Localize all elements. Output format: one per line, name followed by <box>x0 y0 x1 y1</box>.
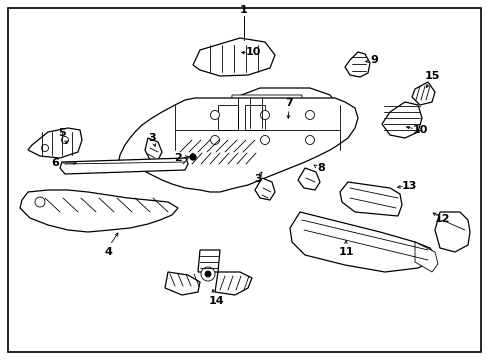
Circle shape <box>41 144 48 152</box>
Polygon shape <box>187 88 339 145</box>
Text: 13: 13 <box>401 181 416 191</box>
Polygon shape <box>414 242 437 272</box>
Text: 15: 15 <box>424 71 439 81</box>
Circle shape <box>305 111 314 120</box>
Text: 6: 6 <box>51 158 59 168</box>
Circle shape <box>204 271 210 277</box>
Text: 9: 9 <box>369 55 377 65</box>
Polygon shape <box>381 102 421 138</box>
Polygon shape <box>118 98 357 192</box>
Text: 3: 3 <box>254 174 261 184</box>
Circle shape <box>305 135 314 144</box>
Circle shape <box>61 136 68 144</box>
Circle shape <box>210 111 219 120</box>
Circle shape <box>275 96 284 104</box>
Circle shape <box>260 111 269 120</box>
Polygon shape <box>434 212 469 252</box>
Text: 12: 12 <box>433 214 449 224</box>
Polygon shape <box>254 178 274 200</box>
Polygon shape <box>215 272 251 295</box>
Circle shape <box>305 104 313 112</box>
Polygon shape <box>60 158 187 174</box>
Circle shape <box>190 154 196 160</box>
Polygon shape <box>411 82 434 105</box>
Polygon shape <box>289 212 434 272</box>
Polygon shape <box>28 128 82 158</box>
Polygon shape <box>229 95 302 132</box>
Polygon shape <box>244 105 264 130</box>
Polygon shape <box>339 182 401 216</box>
Text: 2: 2 <box>174 153 182 163</box>
Circle shape <box>234 98 262 126</box>
Polygon shape <box>218 105 238 130</box>
Circle shape <box>260 135 269 144</box>
Text: 7: 7 <box>285 98 292 108</box>
Text: 8: 8 <box>317 163 324 173</box>
Circle shape <box>201 267 215 281</box>
Text: 5: 5 <box>58 128 66 138</box>
Circle shape <box>210 135 219 144</box>
Polygon shape <box>20 190 178 232</box>
Text: 3: 3 <box>148 133 156 143</box>
Polygon shape <box>198 250 220 272</box>
Polygon shape <box>297 168 319 190</box>
Circle shape <box>315 116 324 124</box>
Polygon shape <box>193 38 274 76</box>
Text: 11: 11 <box>338 247 353 257</box>
Text: 14: 14 <box>209 296 224 306</box>
Text: 4: 4 <box>104 247 112 257</box>
Polygon shape <box>164 272 200 295</box>
Circle shape <box>241 105 254 119</box>
Circle shape <box>205 118 214 126</box>
Circle shape <box>35 197 45 207</box>
Text: 1: 1 <box>240 5 247 15</box>
Polygon shape <box>145 138 162 160</box>
Text: 10: 10 <box>245 47 260 57</box>
Polygon shape <box>345 52 369 77</box>
Text: 10: 10 <box>411 125 427 135</box>
